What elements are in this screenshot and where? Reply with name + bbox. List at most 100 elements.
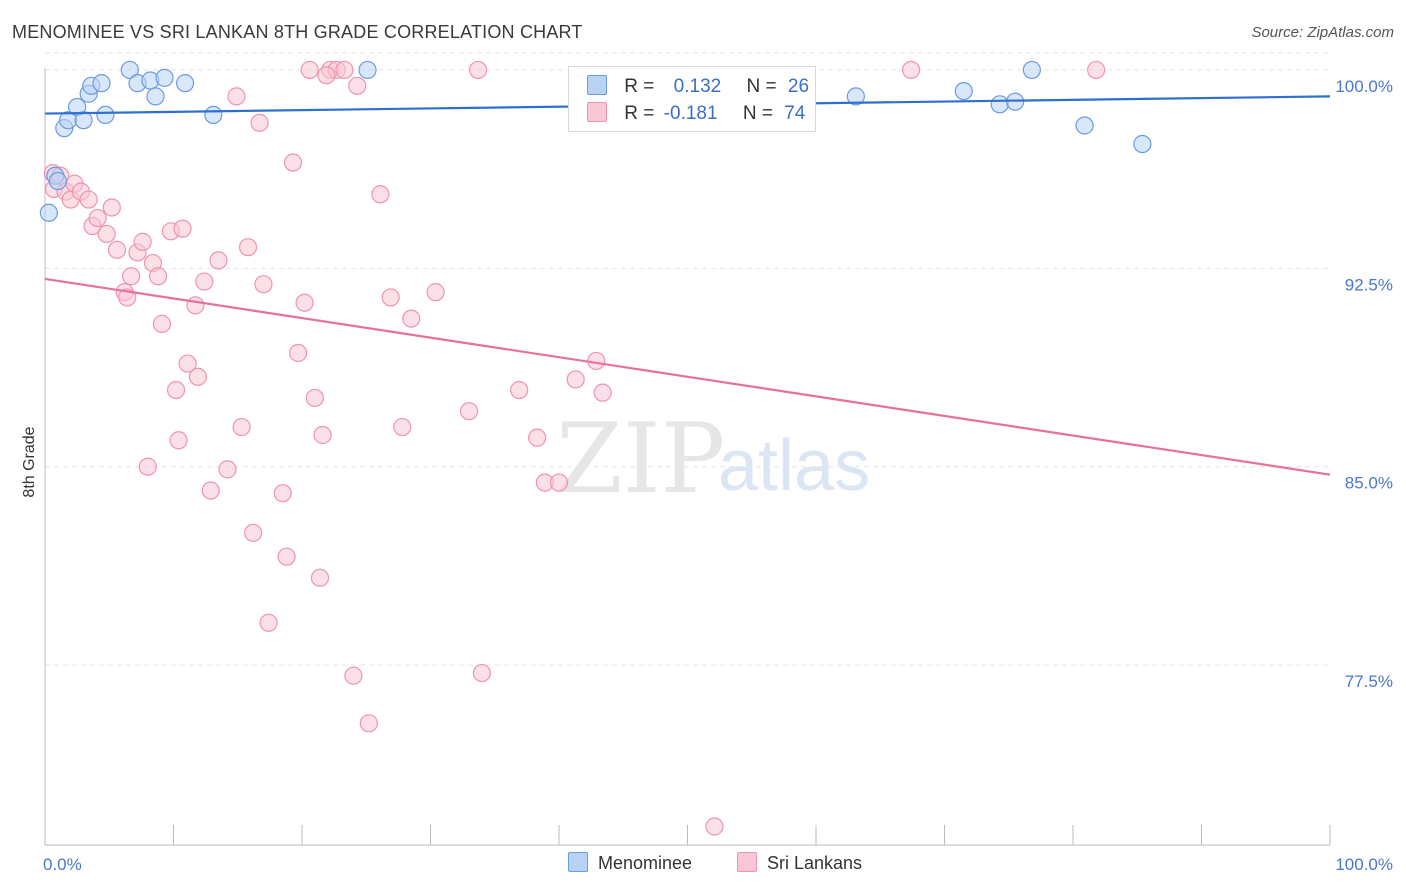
menominee-point: [954, 81, 973, 101]
sri-lankans-point: [549, 473, 569, 492]
legend-n-value: 26: [787, 76, 810, 97]
menominee-point: [204, 105, 223, 125]
sri-lankans-point: [97, 224, 116, 244]
sri-lankans-point: [305, 388, 324, 408]
sri-lankans-point: [317, 66, 336, 85]
sri-lankans-point: [1087, 60, 1106, 80]
legend-swatch-blue: [587, 75, 607, 95]
sri-lankans-point: [169, 431, 188, 450]
sri-lankans-point: [426, 283, 445, 302]
legend-n-label: N =: [742, 103, 773, 124]
legend-n-value: 74: [784, 103, 806, 124]
legend-row-menominee: R = 0.132 N = 26: [587, 75, 809, 99]
y-tick-label: 92.5%: [1345, 275, 1393, 294]
chart-title: MENOMINEE VS SRI LANKAN 8TH GRADE CORREL…: [12, 22, 583, 42]
sri-lankans-point: [528, 428, 547, 447]
sri-lankans-point: [359, 714, 378, 733]
menominee-point: [175, 74, 195, 93]
sri-lankans-point: [593, 383, 612, 402]
sri-lankans-point: [107, 240, 127, 259]
bottom-legend-sri-lankans: Sri Lankans: [737, 852, 862, 874]
axes: [44, 68, 1331, 846]
menominee-point: [1075, 116, 1094, 135]
sri-lankans-point: [238, 238, 258, 257]
legend-swatch-pink: [587, 102, 607, 122]
x-tick-label-max: 100.0%: [1335, 855, 1393, 874]
sri-lankans-point: [510, 380, 529, 400]
sri-lankans-point: [402, 309, 421, 328]
sri-lankans-point: [88, 208, 107, 228]
bottom-legend-menominee: Menominee: [568, 852, 692, 874]
tick-labels: 77.5% 85.0% 92.5% 100.0% 0.0% 100.0%: [43, 77, 1393, 874]
sri-lankans-point: [335, 60, 354, 80]
legend-row-sri-lankans: R = -0.181 N = 74: [587, 102, 805, 126]
sri-lankans-point: [121, 267, 141, 286]
sri-lankans-point: [348, 76, 367, 95]
sri-lankans-point: [232, 417, 251, 437]
menominee-point: [1133, 134, 1152, 154]
legend-r-label: R =: [624, 103, 655, 124]
sri-lankans-point: [371, 185, 390, 204]
sri-lankans-point: [178, 354, 197, 373]
menominee-point: [990, 95, 1009, 114]
sri-lankans-point: [201, 481, 220, 500]
y-axis-title: 8th Grade: [21, 426, 38, 497]
sri-lankans-point: [901, 60, 921, 80]
source-credit: Source: ZipAtlas.com: [1251, 24, 1394, 41]
points-layer: [39, 60, 1152, 836]
watermark: ZIP atlas: [556, 403, 870, 515]
menominee-point: [96, 105, 115, 125]
sri-lankans-point: [166, 380, 186, 400]
watermark-zip: ZIP: [556, 403, 725, 515]
sri-lankans-point: [102, 198, 121, 217]
sri-lankans-point: [209, 251, 228, 270]
menominee-point: [74, 111, 93, 130]
sri-lankans-point: [244, 523, 263, 542]
bottom-legend-label: Menominee: [598, 853, 693, 873]
sri-lankans-point: [133, 232, 152, 251]
sri-lankans-point: [254, 275, 273, 294]
legend-r-value: -0.181: [663, 103, 718, 124]
sri-lankans-point: [195, 272, 214, 291]
sri-lankans-point: [313, 425, 332, 445]
menominee-point: [1022, 60, 1041, 80]
sri-lankans-point: [310, 568, 330, 587]
bottom-legend-swatch-pink: [737, 852, 757, 872]
sri-lankans-point: [472, 663, 491, 683]
sri-lankans-trend-line: [44, 277, 1331, 476]
menominee-point: [155, 68, 174, 87]
legend-n-label: N =: [746, 76, 777, 97]
menominee-point: [39, 203, 58, 222]
legend-r-value: 0.132: [673, 76, 722, 97]
menominee-point: [92, 74, 111, 93]
sri-lankans-point: [188, 367, 208, 386]
y-tick-label: 85.0%: [1345, 474, 1393, 493]
sri-lankans-point: [283, 153, 303, 172]
sri-lankans-point: [459, 402, 479, 421]
sri-lankans-point: [289, 343, 308, 363]
sri-lankans-point: [273, 484, 292, 503]
bottom-legend-swatch-blue: [568, 852, 588, 872]
menominee-point: [48, 171, 67, 191]
x-tick-label-min: 0.0%: [43, 855, 82, 874]
sri-lankans-point: [138, 457, 157, 476]
sri-lankans-point: [259, 613, 278, 632]
sri-lankans-point: [250, 113, 269, 132]
sri-lankans-point: [186, 296, 205, 315]
sri-lankans-point: [173, 219, 192, 238]
sri-lankans-point: [566, 370, 585, 389]
sri-lankans-point: [705, 817, 724, 836]
y-tick-label: 77.5%: [1345, 672, 1393, 691]
bottom-legend-label: Sri Lankans: [767, 853, 863, 873]
sri-lankans-point: [344, 666, 363, 685]
menominee-point: [358, 60, 377, 80]
sri-lankans-point: [295, 293, 314, 312]
sri-lankans-point: [227, 87, 246, 106]
y-tick-label: 100.0%: [1335, 77, 1393, 96]
sri-lankans-point: [381, 288, 400, 307]
stats-legend: R = 0.132 N = 26 R = -0.181 N = 74: [568, 66, 816, 132]
sri-lankans-point: [468, 60, 488, 80]
sri-lankans-point: [277, 547, 296, 566]
sri-lankans-point: [148, 267, 168, 286]
